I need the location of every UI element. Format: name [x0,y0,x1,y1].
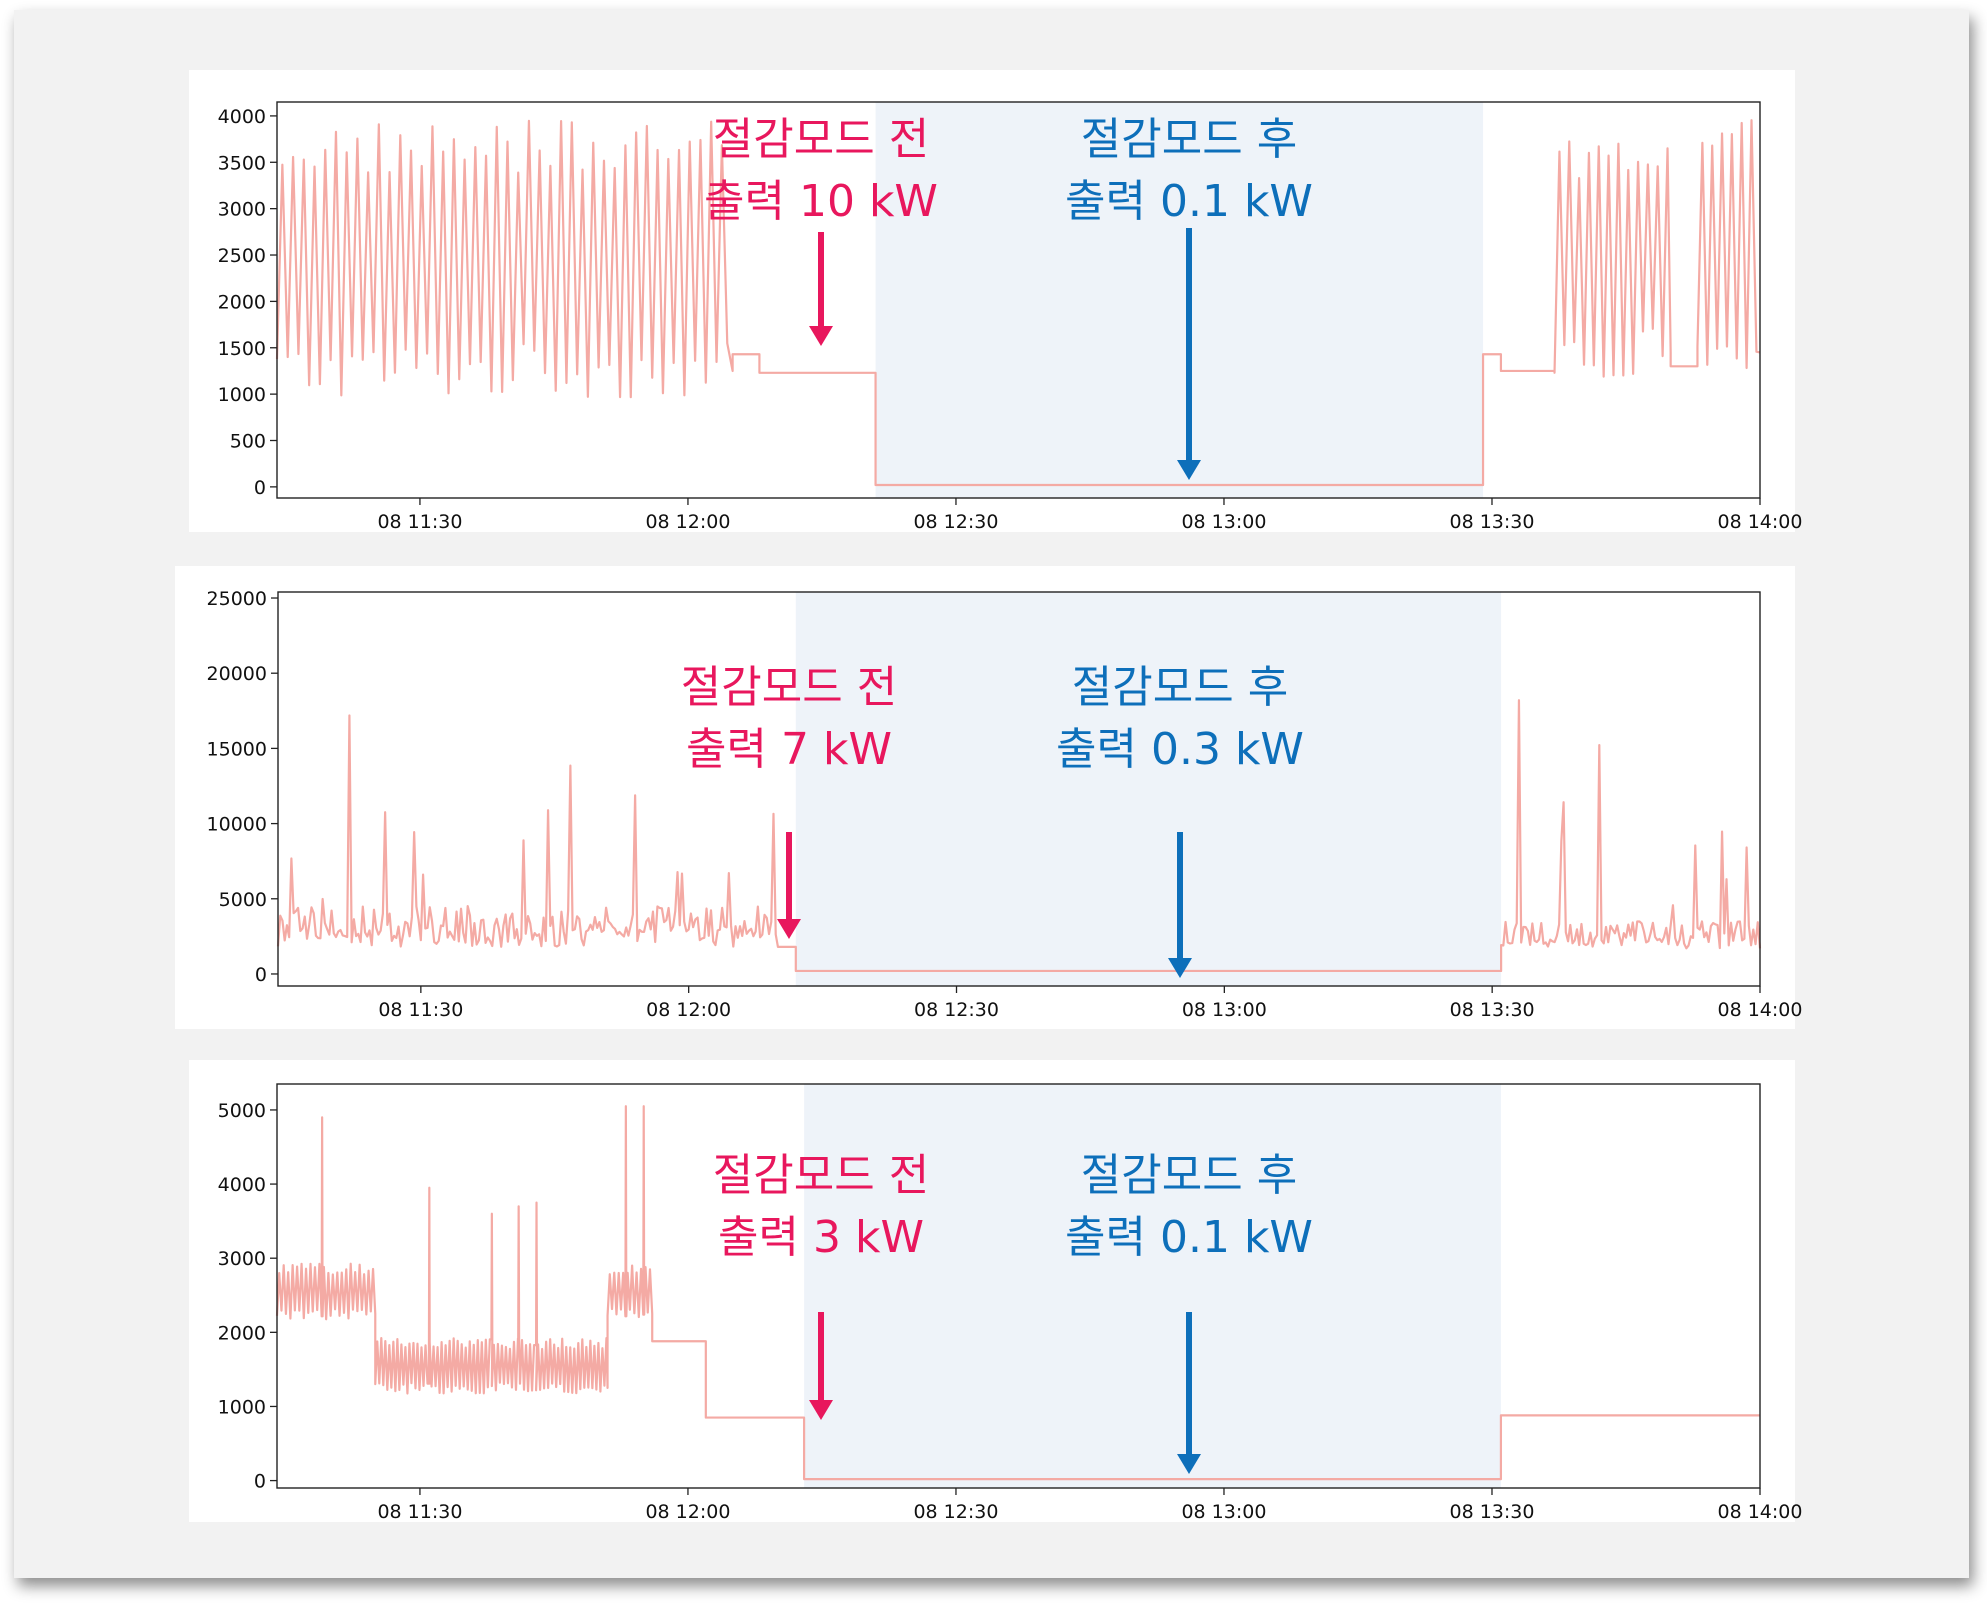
y-tick-label: 0 [254,477,266,499]
x-tick-label: 08 13:30 [1449,1501,1534,1523]
annotation-text: 출력 10 kW [704,176,938,227]
arrow-head [1168,958,1192,978]
x-tick-label: 08 12:30 [914,999,999,1021]
y-tick-label: 1000 [218,1396,266,1418]
x-tick-label: 08 12:30 [913,1501,998,1523]
chart-svg: 0 500 1000 1500 2000 2500 3000 3500 4000 08 11:30… [218,101,1802,533]
x-tick-label: 08 13:30 [1450,999,1535,1021]
y-tick-label: 4000 [218,1174,266,1196]
y-tick-label: 0 [255,964,267,986]
annotation-text: 절감모드 후 [1072,662,1288,713]
shaded-region [875,102,1484,498]
y-tick-label: 1500 [218,338,266,360]
x-tick-label: 08 14:00 [1718,1501,1803,1523]
annotation-text: 출력 0.1 kW [1065,1212,1313,1263]
annotation-text: 출력 0.3 kW [1056,724,1304,775]
arrow-head [1177,460,1201,480]
arrow-head [809,326,833,346]
chart-panel-1: 0 500 1000 1500 2000 2500 3000 3500 4000 08 11:30… [189,70,1802,533]
annotation-text: 절감모드 전 [713,1150,929,1201]
y-tick-label: 5000 [219,889,267,911]
figure-card: 0 500 1000 1500 2000 2500 3000 3500 4000 08 11:30… [14,10,1969,1578]
x-tick-label: 08 13:00 [1181,511,1266,533]
shaded-region [804,1084,1501,1488]
y-tick-label: 3500 [218,152,266,174]
series-line [275,1105,1760,1481]
x-tick-label: 08 11:30 [378,999,463,1021]
annotation-text: 절감모드 전 [681,662,897,713]
shaded-region [795,592,1502,986]
arrow-head [809,1400,833,1420]
axes-frame [276,101,1761,499]
series-line [276,699,1762,973]
y-tick-label: 1000 [218,384,266,406]
annotation-text: 출력 0.1 kW [1065,176,1313,227]
y-tick-label: 10000 [207,814,267,836]
annotation-text: 절감모드 전 [713,114,929,165]
chart-panel-2: 0 5000 10000 15000 20000 25000 08 11:30 08 12:0… [175,566,1803,1029]
y-tick-label: 20000 [207,663,267,685]
x-tick-label: 08 12:30 [913,511,998,533]
annotation-text: 절감모드 후 [1081,114,1297,165]
y-tick-label: 15000 [207,738,267,760]
y-tick-label: 4000 [218,106,266,128]
annotation-text: 절감모드 후 [1081,1150,1297,1201]
y-tick-label: 3000 [218,1248,266,1270]
x-tick-label: 08 14:00 [1718,511,1803,533]
axes-frame [277,591,1761,987]
chart-panel-3: 0 1000 2000 3000 4000 5000 08 11:30 08 12:00 08 … [189,1060,1802,1523]
y-tick-label: 2000 [218,1322,266,1344]
y-tick-label: 5000 [218,1100,266,1122]
x-tick-label: 08 12:00 [645,511,730,533]
series-line [275,119,1761,487]
x-tick-label: 08 13:00 [1181,1501,1266,1523]
axes-frame [276,1083,1761,1489]
arrow-head [777,919,801,939]
x-tick-label: 08 14:00 [1718,999,1803,1021]
x-tick-label: 08 13:30 [1449,511,1534,533]
y-tick-label: 0 [254,1471,266,1493]
x-tick-label: 08 11:30 [377,1501,462,1523]
y-tick-label: 2000 [218,291,266,313]
annotation-text: 출력 7 kW [686,724,892,775]
y-tick-label: 2500 [218,245,266,267]
chart-svg: 0 1000 2000 3000 4000 5000 08 11:30 08 12:00 08 … [218,1083,1802,1523]
arrow-head [1177,1454,1201,1474]
y-tick-label: 25000 [207,588,267,610]
annotation-text: 출력 3 kW [718,1212,924,1263]
x-tick-label: 08 13:00 [1182,999,1267,1021]
x-tick-label: 08 12:00 [646,999,731,1021]
x-tick-label: 08 11:30 [377,511,462,533]
x-tick-label: 08 12:00 [645,1501,730,1523]
y-tick-label: 3000 [218,199,266,221]
chart-svg: 0 5000 10000 15000 20000 25000 08 11:30 08 12:0… [207,588,1803,1021]
y-tick-label: 500 [230,431,266,453]
